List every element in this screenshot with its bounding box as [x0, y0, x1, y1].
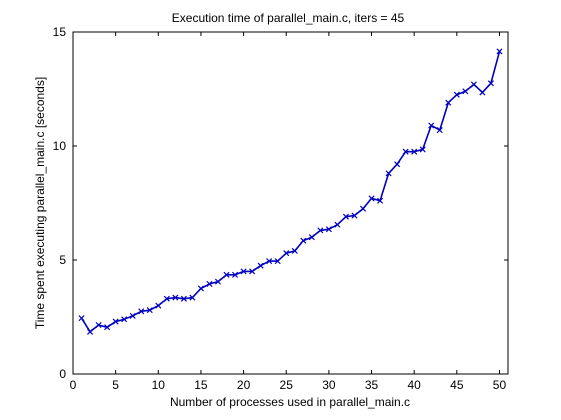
x-axis-ticks: 0 5 10 15 20 25 30 35 40 45 50 [70, 32, 507, 392]
data-point-marker [479, 89, 486, 96]
x-tick-label: 20 [237, 378, 251, 392]
data-point-marker [385, 170, 392, 177]
data-point-marker [300, 237, 307, 244]
data-point-marker [445, 99, 452, 106]
x-tick-label: 35 [365, 378, 379, 392]
data-point-marker [436, 127, 443, 134]
x-tick-label: 15 [194, 378, 208, 392]
y-tick-label: 15 [53, 25, 67, 39]
data-point-marker [172, 294, 179, 301]
data-point-marker [368, 195, 375, 202]
data-point-marker [223, 271, 230, 278]
data-point-marker [274, 258, 281, 265]
data-point-marker [470, 81, 477, 88]
data-point-marker [487, 80, 494, 87]
data-point-marker [394, 161, 401, 168]
y-axis-label: Time spent executing parallel_main.c [se… [33, 77, 47, 329]
data-point-marker [428, 122, 435, 129]
data-point-marker [496, 48, 503, 55]
x-axis-label: Number of processes used in parallel_mai… [170, 395, 410, 409]
y-axis-ticks: 0 5 10 15 [53, 25, 508, 381]
chart-title: Execution time of parallel_main.c, iters… [172, 11, 405, 25]
data-point-marker [87, 328, 94, 335]
data-point-marker [112, 318, 119, 325]
data-point-marker [342, 213, 349, 220]
data-point-marker [155, 302, 162, 309]
data-point-marker [189, 294, 196, 301]
data-point-marker [334, 221, 341, 228]
x-tick-label: 40 [407, 378, 421, 392]
data-point-marker [78, 315, 85, 322]
data-point-marker [453, 91, 460, 98]
data-point-marker [104, 324, 111, 331]
x-tick-label: 0 [70, 378, 77, 392]
x-tick-label: 30 [322, 378, 336, 392]
data-point-marker [257, 262, 264, 269]
data-point-marker [325, 226, 332, 233]
data-point-marker [351, 212, 358, 219]
x-tick-label: 45 [450, 378, 464, 392]
data-series [78, 48, 503, 335]
data-point-marker [146, 307, 153, 314]
data-point-marker [95, 321, 102, 329]
data-point-marker [411, 148, 418, 155]
data-point-marker [291, 247, 298, 254]
y-tick-label: 0 [59, 367, 66, 381]
data-point-marker [129, 312, 136, 319]
data-point-marker [359, 205, 367, 212]
y-tick-label: 10 [53, 139, 67, 153]
data-point-marker [283, 250, 290, 257]
data-point-marker [121, 316, 128, 323]
data-point-marker [138, 308, 145, 315]
x-tick-label: 10 [152, 378, 166, 392]
data-point-marker [308, 234, 315, 241]
data-point-marker [317, 227, 324, 234]
data-point-marker [462, 88, 469, 95]
data-point-marker [249, 268, 256, 275]
data-point-marker [419, 146, 426, 153]
data-point-marker [266, 258, 273, 265]
x-tick-label: 50 [493, 378, 507, 392]
y-tick-label: 5 [59, 253, 66, 267]
data-point-marker [402, 148, 409, 155]
x-tick-label: 25 [280, 378, 294, 392]
data-point-marker [240, 268, 247, 275]
x-tick-label: 5 [112, 378, 119, 392]
data-point-marker [377, 197, 384, 204]
data-point-marker [180, 295, 187, 302]
data-point-marker [197, 285, 204, 292]
plot-area [72, 31, 509, 375]
data-point-marker [206, 280, 213, 287]
data-point-marker [163, 295, 170, 302]
data-point-marker [214, 278, 222, 285]
data-point-marker [232, 271, 239, 278]
